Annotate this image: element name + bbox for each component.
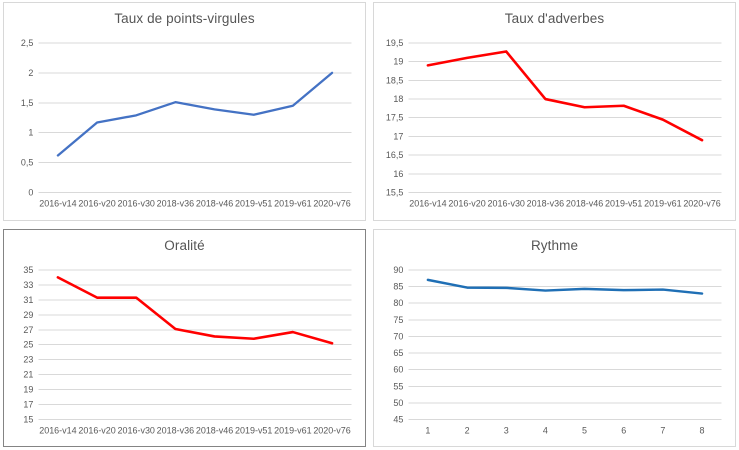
svg-text:16,5: 16,5: [386, 150, 403, 160]
svg-text:80: 80: [393, 298, 403, 308]
svg-text:2019-v61: 2019-v61: [274, 199, 311, 209]
svg-text:33: 33: [23, 279, 33, 289]
svg-text:2016-v20: 2016-v20: [78, 199, 115, 209]
svg-text:65: 65: [393, 348, 403, 358]
svg-text:2016-v20: 2016-v20: [78, 425, 115, 435]
svg-text:0: 0: [28, 188, 33, 198]
svg-text:19: 19: [23, 384, 33, 394]
svg-text:17: 17: [393, 131, 403, 141]
svg-text:2018-v46: 2018-v46: [566, 199, 603, 209]
svg-text:75: 75: [393, 314, 403, 324]
chart-panel-oralite: Oralité 35 33 31 29 27 25 23 21 19 17 15 2016-v14 20…: [3, 228, 366, 447]
svg-text:2016-v20: 2016-v20: [448, 199, 485, 209]
svg-text:2018-v36: 2018-v36: [157, 425, 194, 435]
svg-text:27: 27: [23, 324, 33, 334]
svg-text:25: 25: [23, 339, 33, 349]
svg-text:2,5: 2,5: [21, 38, 33, 48]
svg-text:8: 8: [700, 425, 705, 435]
svg-text:5: 5: [582, 425, 587, 435]
svg-text:2020-v76: 2020-v76: [313, 425, 350, 435]
svg-text:2016-v14: 2016-v14: [409, 199, 446, 209]
svg-text:3: 3: [504, 425, 509, 435]
svg-text:15,5: 15,5: [386, 188, 403, 198]
chart-title-oralite: Oralité: [164, 237, 205, 253]
svg-text:85: 85: [393, 281, 403, 291]
svg-text:2: 2: [465, 425, 470, 435]
chart-title-rythme: Rythme: [530, 237, 579, 253]
svg-text:2019-v51: 2019-v51: [605, 199, 642, 209]
svg-text:23: 23: [23, 354, 33, 364]
svg-text:2018-v36: 2018-v36: [157, 199, 194, 209]
svg-text:17: 17: [23, 399, 33, 409]
svg-text:15: 15: [23, 414, 33, 424]
svg-text:18,5: 18,5: [386, 75, 403, 85]
svg-text:7: 7: [660, 425, 665, 435]
chart-panel-points-virgules: Taux de points-virgules 2,5 2 1,5 1 0,5 0 2016…: [3, 2, 366, 221]
svg-text:70: 70: [393, 331, 403, 341]
svg-text:2019-v51: 2019-v51: [235, 199, 272, 209]
svg-text:17,5: 17,5: [386, 113, 403, 123]
svg-text:19,5: 19,5: [386, 38, 403, 48]
chart-panel-rythme: Rythme 90 85 80 75 70 65 60 55 50 45 1 2 3 4 5 6 7 8: [373, 228, 736, 447]
svg-text:60: 60: [393, 364, 403, 374]
svg-text:29: 29: [23, 309, 33, 319]
svg-text:2016-v30: 2016-v30: [488, 199, 525, 209]
svg-text:1,5: 1,5: [21, 98, 33, 108]
chart-title-adverbes: Taux d'adverbes: [504, 11, 605, 26]
svg-text:45: 45: [393, 414, 403, 424]
svg-text:2018-v46: 2018-v46: [196, 425, 233, 435]
svg-text:2019-v51: 2019-v51: [235, 425, 272, 435]
svg-text:6: 6: [621, 425, 626, 435]
svg-text:2016-v30: 2016-v30: [118, 199, 155, 209]
svg-text:2016-v14: 2016-v14: [39, 425, 76, 435]
svg-text:1: 1: [425, 425, 430, 435]
svg-text:31: 31: [23, 294, 33, 304]
svg-text:2020-v76: 2020-v76: [683, 199, 720, 209]
chart-panel-adverbes: Taux d'adverbes 19,5 19 18,5 18 17,5 17 16,5 16…: [373, 2, 736, 221]
svg-text:35: 35: [23, 264, 33, 274]
svg-text:2020-v76: 2020-v76: [313, 199, 350, 209]
svg-text:16: 16: [393, 169, 403, 179]
svg-text:2: 2: [28, 68, 33, 78]
chart-title-points-virgules: Taux de points-virgules: [114, 11, 255, 26]
svg-text:2016-v14: 2016-v14: [39, 199, 76, 209]
svg-text:18: 18: [393, 94, 403, 104]
svg-text:4: 4: [543, 425, 548, 435]
svg-text:2019-v61: 2019-v61: [644, 199, 681, 209]
svg-text:19: 19: [393, 57, 403, 67]
svg-text:2018-v46: 2018-v46: [196, 199, 233, 209]
svg-text:90: 90: [393, 264, 403, 274]
svg-text:21: 21: [23, 369, 33, 379]
svg-text:1: 1: [28, 128, 33, 138]
svg-text:55: 55: [393, 381, 403, 391]
svg-text:2016-v30: 2016-v30: [118, 425, 155, 435]
svg-text:2019-v61: 2019-v61: [274, 425, 311, 435]
svg-text:50: 50: [393, 397, 403, 407]
svg-text:2018-v36: 2018-v36: [527, 199, 564, 209]
svg-text:0,5: 0,5: [21, 158, 33, 168]
